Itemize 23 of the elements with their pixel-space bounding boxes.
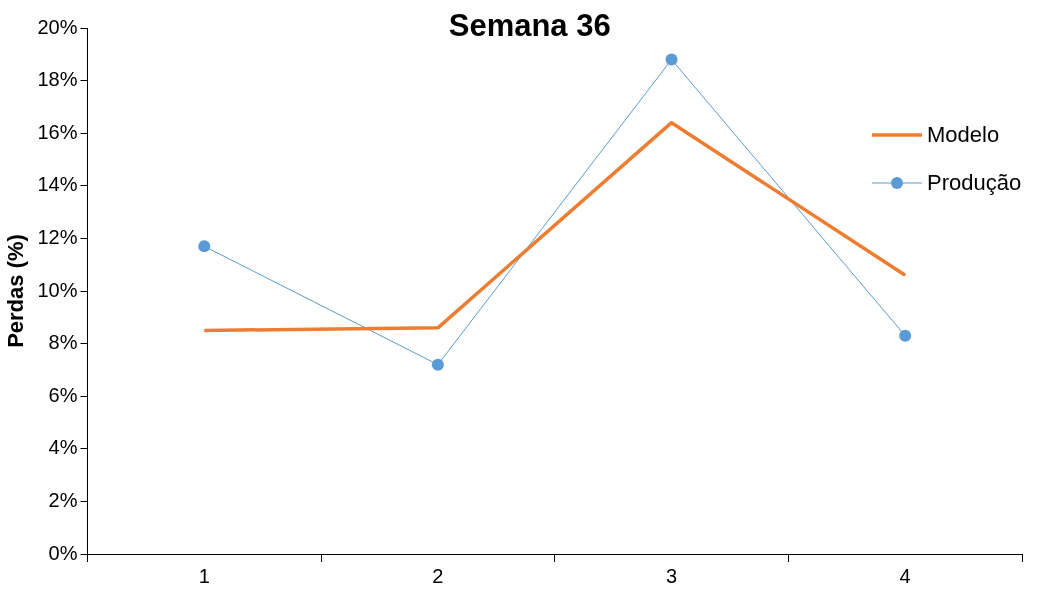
point xyxy=(899,329,912,342)
x-tick-label: 1 xyxy=(198,564,210,587)
y-tick-label: 6% xyxy=(48,383,78,406)
legend-label: Modelo xyxy=(927,122,1000,148)
y-tick-label: 16% xyxy=(37,120,78,143)
point xyxy=(665,53,678,66)
y-tick-label: 12% xyxy=(37,225,78,248)
y-tick-label: 18% xyxy=(37,68,78,91)
chart-title: Semana 36 xyxy=(448,7,611,43)
y-tick-label: 2% xyxy=(48,488,78,511)
y-tick-label: 10% xyxy=(37,278,78,301)
point xyxy=(431,358,444,371)
legend-label: Produção xyxy=(927,170,1022,196)
y-tick-label: 20% xyxy=(37,15,78,38)
y-tick-label: 4% xyxy=(48,436,78,459)
y-tick-label: 0% xyxy=(48,541,78,564)
y-axis-title: Perdas (%) xyxy=(3,234,29,348)
x-tick-label: 4 xyxy=(899,564,911,587)
x-tick-label: 3 xyxy=(665,564,678,587)
x-tick-label: 2 xyxy=(432,564,444,587)
point xyxy=(198,240,211,253)
y-tick-label: 8% xyxy=(48,331,78,354)
y-tick-label: 14% xyxy=(37,173,78,196)
